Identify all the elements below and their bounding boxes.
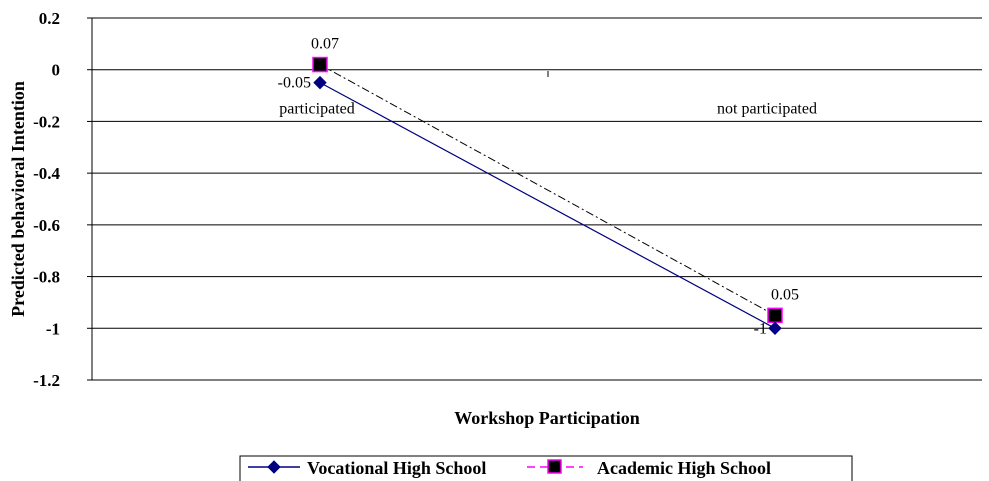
- legend-square-marker: [547, 459, 562, 474]
- series-line-vocational: [319, 82, 776, 329]
- y-axis-title: Predicted behavioral Intention: [8, 81, 28, 317]
- series-lines: [319, 64, 776, 329]
- y-tick-label: -0.8: [33, 268, 60, 287]
- legend-label-academic: Academic High School: [597, 458, 771, 478]
- category-labels: participated not participated: [279, 101, 817, 118]
- vocational-diamond-marker: [313, 75, 327, 90]
- y-tick-label: -1: [46, 319, 60, 338]
- category-label: participated: [279, 101, 355, 118]
- y-tick-label: 0: [52, 61, 61, 80]
- y-axis-ticks: 0.2 0 -0.2 -0.4 -0.6 -0.8 -1 -1.2: [33, 9, 60, 390]
- legend-diamond-marker: [267, 460, 281, 474]
- y-tick-label: -0.6: [33, 216, 60, 235]
- y-tick-label: 0.2: [39, 9, 60, 28]
- y-tick-label: -0.2: [33, 112, 60, 131]
- grid-lines: [87, 17, 982, 381]
- legend-box: [239, 455, 853, 481]
- y-tick-label: -0.4: [33, 164, 60, 183]
- academic-square-marker: [312, 56, 328, 73]
- series-line-academic: [319, 64, 776, 316]
- x-axis-title: Workshop Participation: [454, 408, 640, 428]
- data-label: 0.07: [311, 36, 339, 53]
- legend: Vocational High School Academic High Sch…: [239, 455, 853, 481]
- data-label: -0.05: [278, 75, 311, 92]
- vocational-diamond-marker: [768, 321, 782, 335]
- academic-square-marker: [767, 307, 783, 324]
- data-label: -1: [754, 320, 767, 337]
- data-labels: 0.07 0.05 -0.05 -1: [278, 36, 799, 338]
- category-label: not participated: [717, 101, 817, 118]
- y-tick-label: -1.2: [33, 371, 60, 390]
- series-markers: [312, 56, 783, 335]
- legend-label-vocational: Vocational High School: [307, 458, 486, 478]
- data-label: 0.05: [771, 286, 799, 303]
